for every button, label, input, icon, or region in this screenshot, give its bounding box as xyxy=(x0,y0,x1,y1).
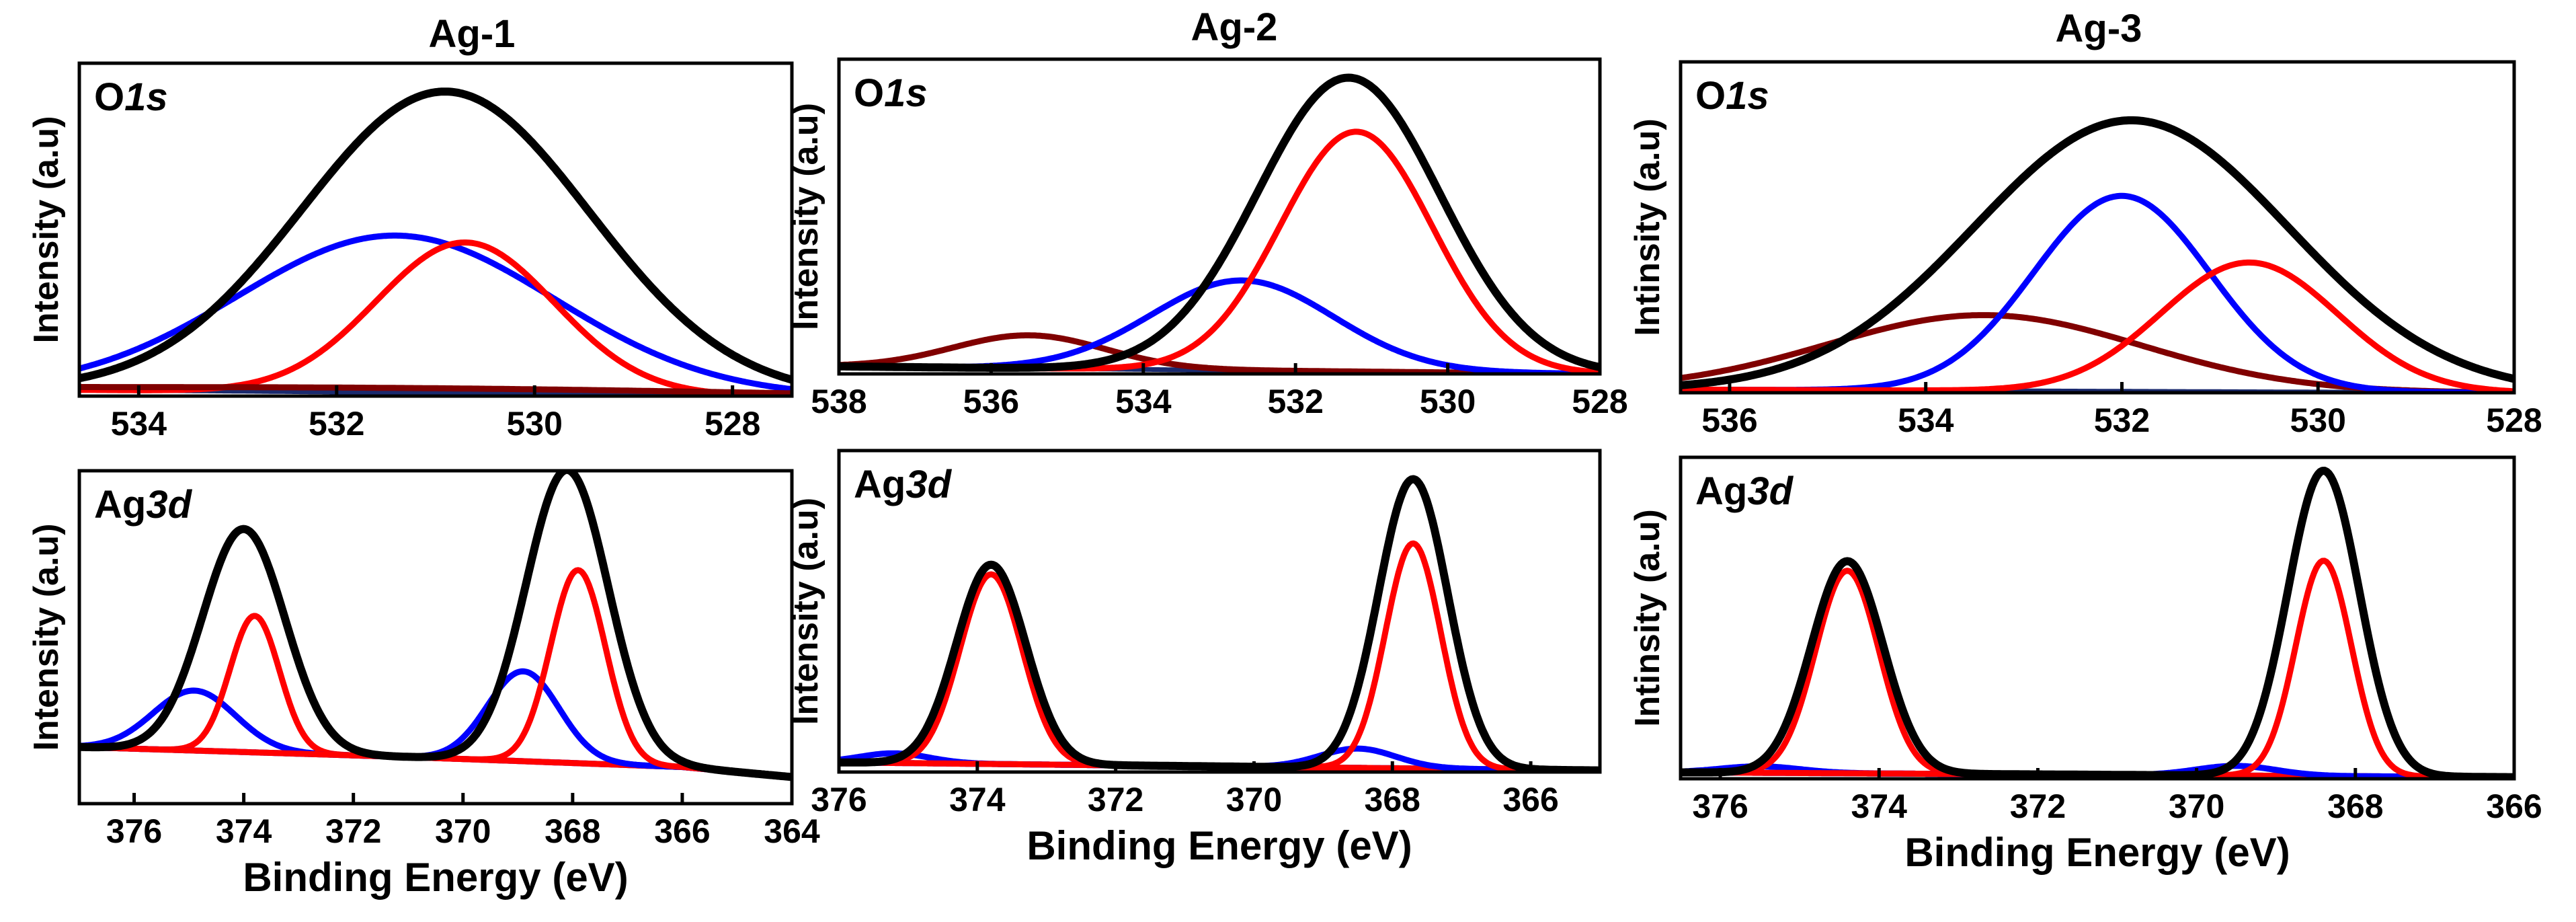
panel-label: Ag3d xyxy=(1695,469,1794,513)
x-tick-label-368: 368 xyxy=(545,812,600,850)
panel-ag-1: 376 374 372 370 368 366 364 Ag3d Intensity (a.u)… xyxy=(27,469,820,900)
component-component_red-2 xyxy=(1681,259,2514,393)
envelope-line xyxy=(79,471,792,781)
component-component_blue-0 xyxy=(79,232,792,393)
panel-o-2: 538 536 534 532 530 528 O1s Intensity (a.u) xyxy=(787,57,1628,420)
x-tick-label-374: 374 xyxy=(1851,787,1908,825)
x-tick-label-366: 366 xyxy=(1502,781,1558,818)
plot-frame xyxy=(837,449,1602,774)
panel-label: O1s xyxy=(1695,74,1769,118)
x-tick-label-534: 534 xyxy=(1898,401,1954,439)
column-title-ag1: Ag-1 xyxy=(429,12,516,56)
plot-frame xyxy=(77,61,794,398)
x-tick-label-530: 530 xyxy=(507,405,563,443)
x-tick-label-374: 374 xyxy=(949,781,1006,818)
x-tick-label-530: 530 xyxy=(1420,383,1476,420)
curves-group xyxy=(1681,116,2514,393)
panel-label: Ag3d xyxy=(94,483,193,527)
envelope-line xyxy=(839,73,1600,372)
x-tick-label-376: 376 xyxy=(811,781,867,818)
y-axis-label: Intensity (a.u) xyxy=(787,498,826,725)
y-axis-label: Intensity (a.u) xyxy=(27,116,66,343)
x-tick-label-374: 374 xyxy=(216,812,272,850)
x-tick-label-370: 370 xyxy=(435,812,491,850)
x-tick-label-370: 370 xyxy=(2169,787,2224,825)
x-tick-label-368: 368 xyxy=(1365,781,1420,818)
x-tick-label-366: 366 xyxy=(2486,787,2542,825)
x-tick-label-372: 372 xyxy=(2010,787,2066,825)
plot-frame xyxy=(1679,60,2516,395)
panel-label: Ag3d xyxy=(854,463,953,506)
x-tick-label-528: 528 xyxy=(705,405,760,443)
x-tick-label-536: 536 xyxy=(963,383,1019,420)
x-tick-label-538: 538 xyxy=(811,383,867,420)
curves-group xyxy=(1681,467,2514,779)
x-tick-label-376: 376 xyxy=(106,812,162,850)
plot-frame xyxy=(77,469,794,806)
x-tick-label-532: 532 xyxy=(309,405,364,443)
x-tick-label-366: 366 xyxy=(654,812,710,850)
plot-frame xyxy=(837,57,1602,376)
x-tick-label-372: 372 xyxy=(325,812,381,850)
x-tick-label-368: 368 xyxy=(2327,787,2383,825)
y-axis-label: Intinsity (a.u) xyxy=(1628,509,1667,727)
component-component_red-2 xyxy=(839,128,1600,374)
x-tick-label-372: 372 xyxy=(1088,781,1143,818)
panel-label: O1s xyxy=(94,75,168,119)
curves-group xyxy=(79,87,792,396)
envelope-line xyxy=(79,87,792,384)
x-tick-label-534: 534 xyxy=(111,405,167,443)
envelope-line xyxy=(1681,116,2514,389)
x-tick-label-364: 364 xyxy=(764,812,820,850)
component-component_darkred-2 xyxy=(79,384,792,396)
x-tick-label-536: 536 xyxy=(1701,401,1757,439)
x-tick-label-534: 534 xyxy=(1115,383,1172,420)
x-tick-label-532: 532 xyxy=(1267,383,1323,420)
panel-ag-3: 376 374 372 370 368 366 Ag3d Intinsity (a.u) Bin… xyxy=(1628,455,2542,875)
x-tick-label-370: 370 xyxy=(1226,781,1282,818)
y-axis-label: Intensity (a.u) xyxy=(787,103,826,330)
x-axis-label: Binding Energy (eV) xyxy=(243,855,628,900)
x-tick-label-528: 528 xyxy=(1572,383,1627,420)
x-tick-label-528: 528 xyxy=(2486,401,2542,439)
x-tick-label-376: 376 xyxy=(1692,787,1748,825)
envelope-line xyxy=(1681,467,2514,779)
y-axis-label: Intinsity (a.u) xyxy=(1628,118,1667,336)
panel-ag-2: 376 374 372 370 368 366 Ag3d Intensity (a.u) Bin… xyxy=(787,449,1602,868)
x-axis-label: Binding Energy (eV) xyxy=(1904,830,2290,875)
column-title-ag2: Ag-2 xyxy=(1191,5,1278,49)
x-axis-label: Binding Energy (eV) xyxy=(1027,823,1412,868)
envelope-line xyxy=(839,475,1600,772)
x-tick-label-532: 532 xyxy=(2094,401,2150,439)
column-title-ag3: Ag-3 xyxy=(2056,7,2142,50)
panel-o-3: 536 534 532 530 528 O1s Intinsity (a.u) xyxy=(1628,60,2542,439)
curves-group xyxy=(79,471,792,781)
curves-group xyxy=(839,475,1600,772)
plot-frame xyxy=(1679,455,2516,781)
curves-group xyxy=(839,73,1600,374)
panel-o-1: 534 532 530 528 O1s Intensity (a.u) xyxy=(27,61,794,443)
y-axis-label: Intensity (a.u) xyxy=(27,523,66,751)
x-tick-label-530: 530 xyxy=(2290,401,2346,439)
panel-label: O1s xyxy=(854,71,928,115)
